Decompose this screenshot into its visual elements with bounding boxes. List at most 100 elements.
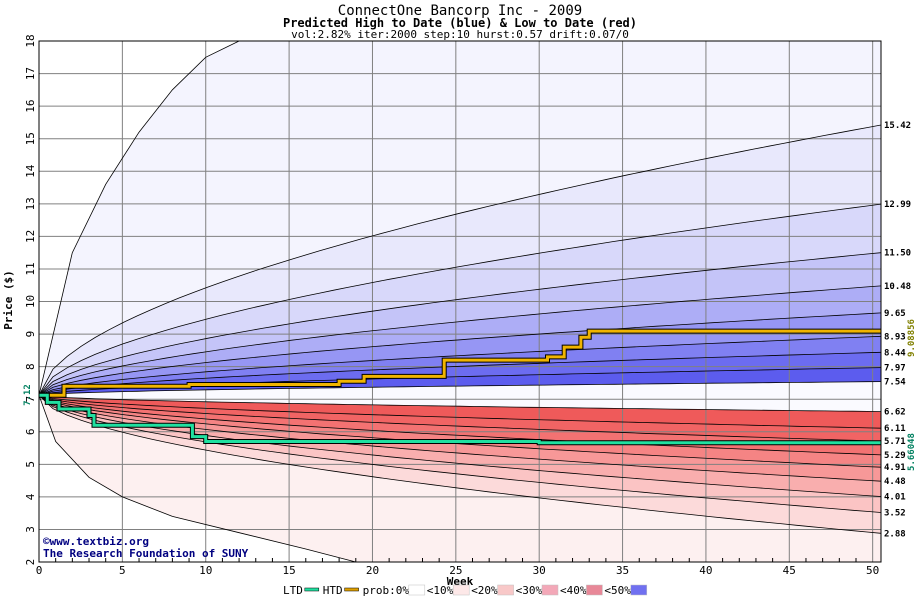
x-tick-10: 10: [199, 564, 212, 577]
legend-item-6: <40%: [560, 584, 603, 597]
high-band-2: [39, 204, 881, 396]
low-band-3: [39, 395, 881, 455]
quantile-line-12.99: [38, 203, 882, 396]
value-labels: 15.42 12.99 11.50 10.48 9.65 8.93 8.44 7.97 7.54…: [884, 121, 911, 539]
x-tick-0: 0: [36, 564, 43, 577]
legend-label-6: <40%: [560, 584, 587, 597]
legend-item-4: <20%: [471, 584, 514, 597]
x-tick-5: 5: [119, 564, 126, 577]
high-band-3: [39, 252, 881, 396]
end-label-4.91: 4.91: [884, 463, 906, 473]
y-tick-6: 6: [24, 428, 37, 435]
chart-title: ConnectOne Bancorp Inc - 2009: [338, 3, 582, 19]
start-price-label: 7.12: [23, 384, 33, 406]
low-band-2: [39, 395, 881, 442]
ltd-final-value: 5.66048: [907, 433, 917, 471]
end-label-11.50: 11.50: [884, 249, 911, 259]
legend: LTD HTD prob:0% <10% <20% <30% <40% <50%: [283, 584, 648, 597]
start-price-text: 7.12: [23, 384, 33, 406]
low-band-8: [39, 395, 881, 534]
quantile-line-11.50: [38, 252, 882, 396]
legend-swatch-0: [304, 587, 320, 592]
x-tick-25: 25: [449, 564, 462, 577]
htd-line: [39, 329, 881, 397]
low-band-1: [39, 395, 881, 429]
quantile-line-6.62: [38, 394, 882, 412]
high-band-6: [39, 336, 881, 396]
quantile-line-2.88: [38, 395, 882, 534]
legend-label-7: <50%: [604, 584, 631, 597]
quantile-line-9.65: [38, 312, 882, 396]
y-tick-12: 12: [24, 230, 37, 243]
series-lines: [39, 328, 881, 446]
end-label-7.54: 7.54: [884, 378, 906, 388]
htd-final-value: 9.08856: [907, 319, 917, 357]
x-tick-40: 40: [699, 564, 712, 577]
y-tick-10: 10: [24, 295, 37, 308]
end-label-5.29: 5.29: [884, 451, 906, 461]
end-label-8.93: 8.93: [884, 332, 906, 342]
y-tick-16: 16: [24, 100, 37, 113]
end-label-12.99: 12.99: [884, 200, 911, 210]
y-tick-11: 11: [24, 262, 37, 275]
quantile-line-15.42: [38, 124, 882, 396]
y-tick-5: 5: [24, 461, 37, 468]
low-band-5: [39, 395, 881, 482]
credit-line-2: The Research Foundation of SUNY: [43, 547, 249, 560]
outer-low-line: [38, 395, 356, 563]
legend-swatch-1: [344, 587, 359, 592]
quantile-line-8.93: [38, 335, 882, 396]
low-band-7: [39, 395, 881, 513]
x-tick-30: 30: [533, 564, 546, 577]
high-band-8: [39, 367, 881, 396]
legend-item-7: <50%: [604, 584, 648, 597]
end-label-10.48: 10.48: [884, 282, 911, 292]
y-tick-18: 18: [24, 34, 37, 47]
legend-item-5: <30%: [516, 584, 559, 597]
quantile-line-5.29: [38, 394, 882, 456]
legend-item-0: LTD: [283, 584, 320, 597]
axes: 0 5 10 15 20 25 30 35 40 45 5023456789101112131415…: [24, 34, 882, 577]
end-label-4.48: 4.48: [884, 477, 906, 487]
high-band-4: [39, 285, 881, 396]
legend-swatch-4: [497, 584, 514, 596]
high-band-outer: [39, 41, 881, 396]
quantile-lines: [38, 40, 882, 563]
legend-label-4: <20%: [471, 584, 498, 597]
end-label-8.44: 8.44: [884, 348, 906, 358]
quantile-line-5.71: [38, 394, 882, 442]
y-tick-7: 7: [24, 396, 37, 403]
legend-label-1: HTD: [323, 584, 343, 597]
y-tick-9: 9: [24, 331, 37, 338]
x-tick-50: 50: [866, 564, 879, 577]
legend-swatch-3: [452, 584, 470, 596]
end-label-6.62: 6.62: [884, 408, 906, 418]
y-tick-17: 17: [24, 67, 37, 80]
quantile-line-3.52: [38, 394, 882, 513]
end-label-2.88: 2.88: [884, 529, 906, 539]
ltd-line: [39, 393, 881, 445]
legend-swatch-7: [630, 584, 648, 596]
legend-label-0: LTD: [283, 584, 303, 597]
end-label-7.97: 7.97: [884, 364, 906, 374]
outer-high-line: [38, 40, 240, 396]
legend-item-3: <10%: [427, 584, 470, 597]
legend-label-5: <30%: [516, 584, 543, 597]
end-label-3.52: 3.52: [884, 509, 906, 519]
chart-params: vol:2.82% iter:2000 step:10 hurst:0.57 d…: [291, 28, 629, 41]
y-axis-label: Price ($): [2, 270, 15, 330]
x-tick-20: 20: [366, 564, 379, 577]
y-tick-8: 8: [24, 363, 37, 370]
x-tick-35: 35: [616, 564, 629, 577]
y-tick-4: 4: [24, 493, 37, 500]
y-tick-15: 15: [24, 132, 37, 145]
plot-frame: [38, 40, 882, 563]
low-band-outer: [39, 395, 881, 562]
high-band-1: [39, 125, 881, 396]
y-tick-3: 3: [24, 526, 37, 533]
credit-line-1: ©www.textbiz.org: [43, 535, 149, 548]
high-band-7: [39, 352, 881, 396]
end-label-4.01: 4.01: [884, 493, 906, 503]
legend-swatch-2: [408, 584, 426, 596]
